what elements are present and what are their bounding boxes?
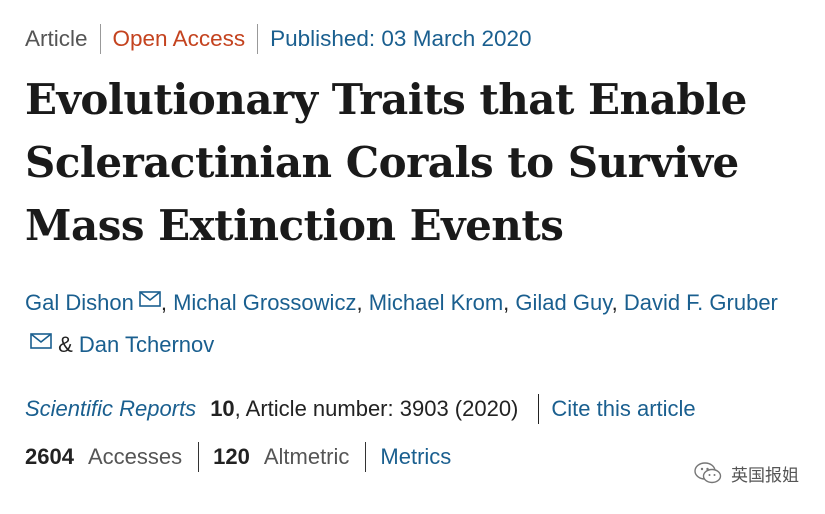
author-link-michael-krom[interactable]: Michael Krom [368, 290, 504, 315]
altmetric-label: Altmetric [263, 444, 350, 469]
divider [99, 24, 101, 54]
altmetric-count: 120 [213, 444, 250, 469]
author-link-dan-tchernov[interactable]: Dan Tchernov [78, 332, 215, 357]
journal-link[interactable]: Scientific Reports [25, 396, 197, 421]
author-link-gal-dishon[interactable]: Gal Dishon [25, 290, 134, 315]
citation-row: Scientific Reports 10 , Article number: … [25, 392, 696, 426]
divider [538, 394, 540, 424]
author-link-michal-grossowicz[interactable]: Michal Grossowicz [173, 290, 357, 315]
metrics-link[interactable]: Metrics [380, 444, 452, 469]
author-link-gilad-guy[interactable]: Gilad Guy [515, 290, 612, 315]
metrics-row: 2604 Accesses 120 Altmetric Metrics [25, 440, 451, 474]
accesses-count: 2604 [25, 444, 74, 469]
author-link-david-gruber[interactable]: David F. Gruber [623, 290, 778, 315]
author-separator: , [160, 290, 174, 315]
article-type: Article [25, 26, 88, 51]
accesses-label: Accesses [87, 444, 183, 469]
author-separator: , [503, 290, 516, 315]
author-separator: , [356, 290, 369, 315]
watermark: 英国报姐 [693, 460, 799, 486]
author-ampersand: & [52, 332, 79, 357]
article-meta-row: Article Open Access Published: 03 March … [25, 22, 532, 56]
divider [365, 442, 367, 472]
divider [257, 24, 259, 54]
article-number: , Article number: 3903 (2020) [234, 396, 519, 421]
email-icon[interactable] [30, 333, 52, 349]
author-list: Gal Dishon, Michal Grossowicz, Michael K… [25, 282, 785, 366]
author-separator: , [611, 290, 624, 315]
cite-this-article-link[interactable]: Cite this article [551, 396, 696, 421]
article-title: Evolutionary Traits that Enable Scleract… [25, 75, 747, 250]
email-icon[interactable] [139, 291, 161, 307]
watermark-text: 英国报姐 [731, 465, 799, 486]
open-access-badge: Open Access [112, 26, 246, 51]
volume-number: 10 [210, 396, 235, 421]
wechat-icon [694, 462, 722, 484]
divider [198, 442, 200, 472]
published-date: Published: 03 March 2020 [270, 26, 532, 51]
